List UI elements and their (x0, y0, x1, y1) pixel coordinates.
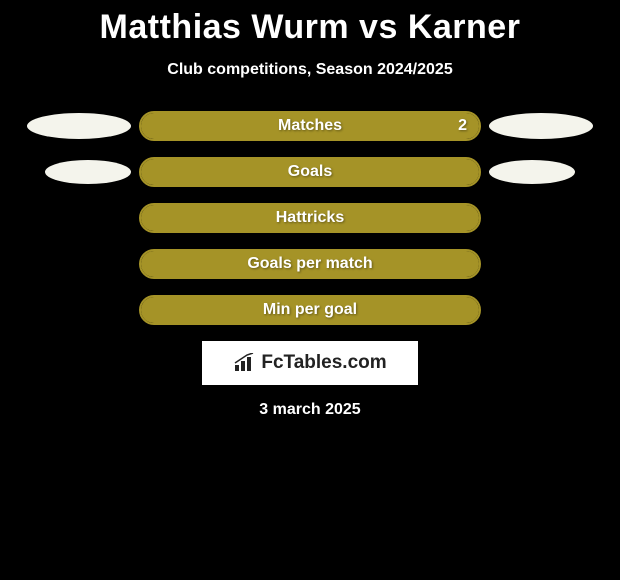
right-ellipse (489, 113, 593, 139)
stat-bar: Matches2 (139, 111, 481, 141)
logo-text: FcTables.com (261, 352, 386, 374)
stat-row: Goals (0, 157, 620, 187)
stat-label: Goals (141, 159, 479, 185)
comparison-title: Matthias Wurm vs Karner (0, 0, 620, 47)
left-ellipse (27, 113, 131, 139)
logo: FcTables.com (233, 352, 386, 374)
stat-value-right: 2 (458, 113, 467, 139)
comparison-subtitle: Club competitions, Season 2024/2025 (0, 61, 620, 79)
right-ellipse (489, 160, 575, 184)
stat-label: Min per goal (141, 297, 479, 323)
stat-row: Matches2 (0, 111, 620, 141)
stats-container: Matches2 Goals Hattricks Goals per match Min… (0, 111, 620, 325)
stat-row: Min per goal (0, 295, 620, 325)
stat-bar: Min per goal (139, 295, 481, 325)
date-label: 3 march 2025 (0, 401, 620, 419)
stat-row: Hattricks (0, 203, 620, 233)
stat-bar: Goals (139, 157, 481, 187)
logo-box: FcTables.com (202, 341, 418, 385)
stat-bar: Hattricks (139, 203, 481, 233)
bars-icon (233, 353, 257, 373)
stat-label: Matches (141, 113, 479, 139)
stat-label: Goals per match (141, 251, 479, 277)
left-ellipse (45, 160, 131, 184)
stat-bar: Goals per match (139, 249, 481, 279)
stat-row: Goals per match (0, 249, 620, 279)
stat-label: Hattricks (141, 205, 479, 231)
